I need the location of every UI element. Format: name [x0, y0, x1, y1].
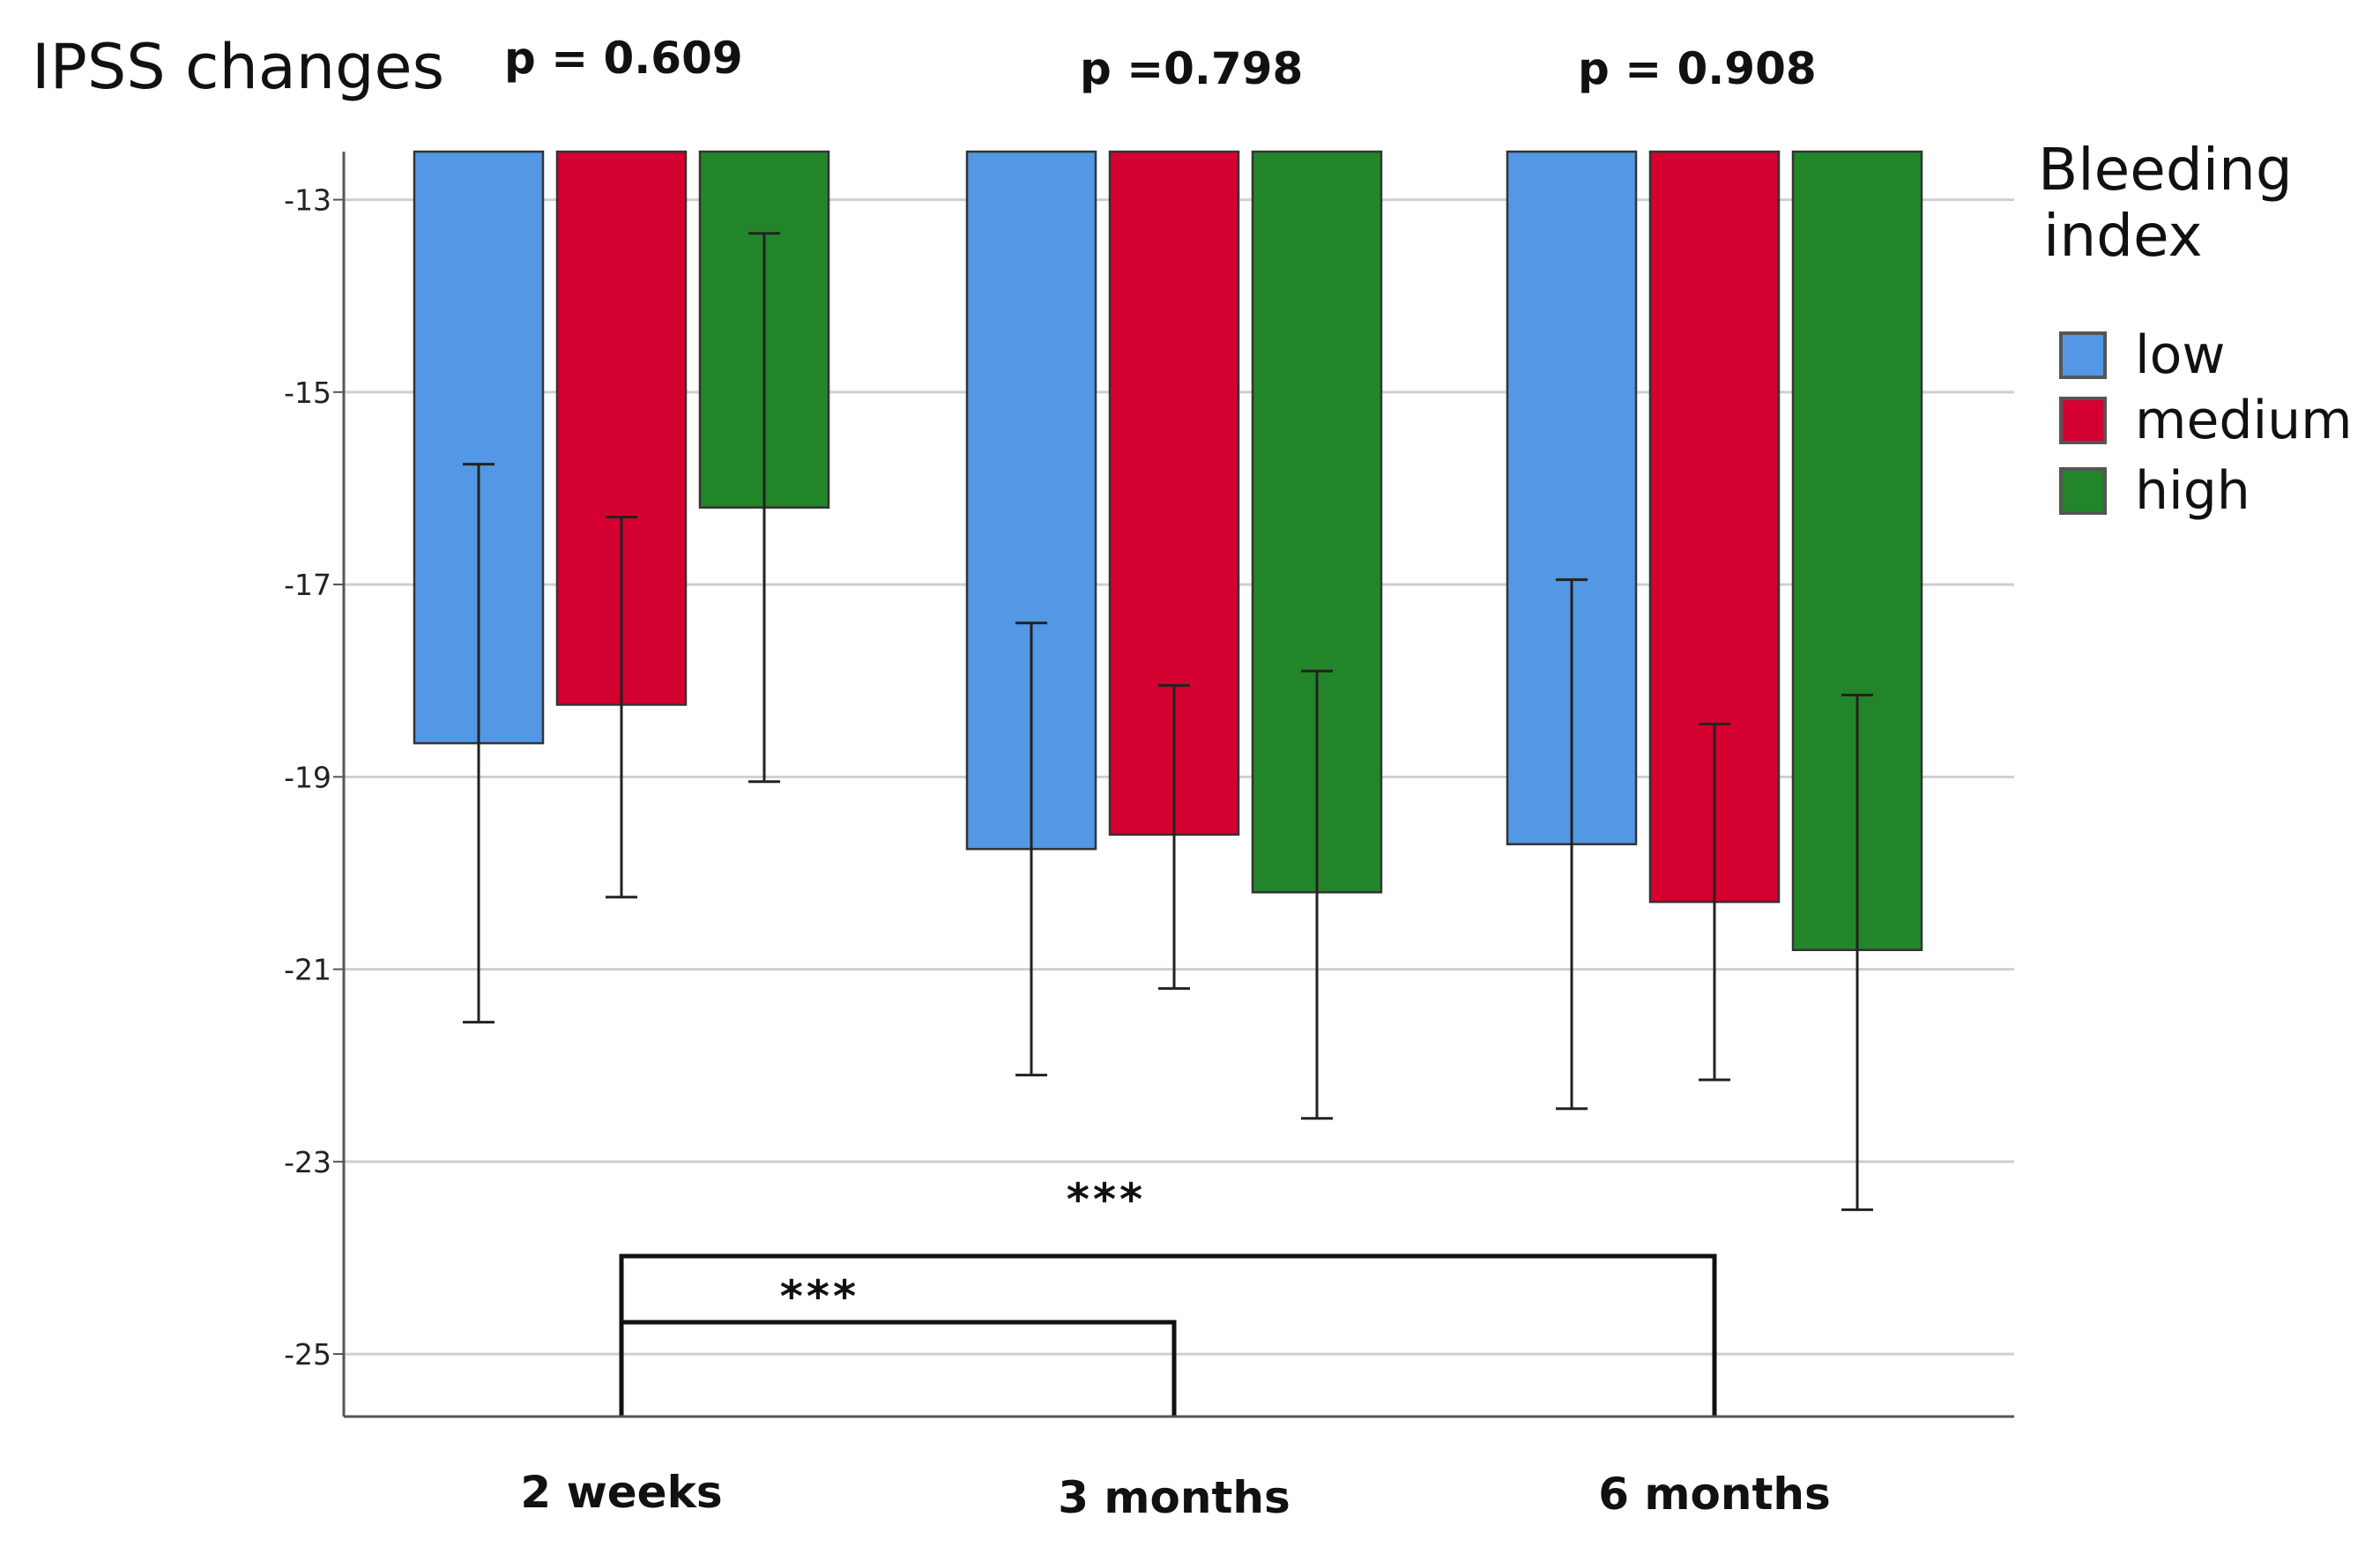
significance-label: ***: [1067, 1174, 1146, 1225]
legend-label-medium: medium: [2135, 390, 2353, 451]
x-tick-label-6-months: 6 months: [1598, 1469, 1831, 1520]
p-value-6-months: p = 0.908: [1578, 43, 1817, 94]
legend-swatch-low: [2059, 331, 2107, 379]
chart-title: IPSS changes: [32, 31, 444, 103]
y-axis-ticks: -13 -15 -17 -19 -21 -23 -25: [284, 183, 344, 1372]
x-tick-label-3-months: 3 months: [1058, 1472, 1290, 1523]
p-values: p = 0.609 p =0.798 p = 0.908: [504, 33, 1817, 94]
p-value-3-months: p =0.798: [1080, 43, 1303, 94]
legend-label-high: high: [2135, 460, 2250, 522]
y-tick-label: -21: [284, 953, 331, 987]
y-tick-label: -23: [284, 1145, 331, 1179]
legend-title-line-1: Bleeding: [2038, 136, 2293, 204]
y-tick-label: -15: [284, 376, 331, 410]
legend-swatch-medium: [2059, 397, 2107, 444]
y-tick-label: -17: [284, 568, 331, 602]
p-value-2-weeks: p = 0.609: [504, 33, 743, 84]
legend-title-line-2: index: [2043, 202, 2203, 270]
error-bars: [463, 232, 1873, 1211]
x-tick-label-2-weeks: 2 weeks: [520, 1467, 722, 1518]
legend-swatch-high: [2059, 467, 2107, 515]
significance-label: ***: [780, 1271, 859, 1322]
legend-label-low: low: [2135, 324, 2225, 386]
y-tick-label: -19: [284, 760, 331, 794]
significance-brackets: *** ***: [619, 1174, 1717, 1417]
bars: [413, 150, 1923, 951]
significance-bracket-2-weeks-6-months: [619, 1253, 1717, 1417]
y-tick-label: -25: [284, 1337, 331, 1372]
x-axis-ticks: 2 weeks 3 months 6 months: [520, 1467, 1830, 1523]
y-tick-label: -13: [284, 183, 331, 218]
significance-bracket-2-weeks-3-months: [619, 1320, 1177, 1417]
